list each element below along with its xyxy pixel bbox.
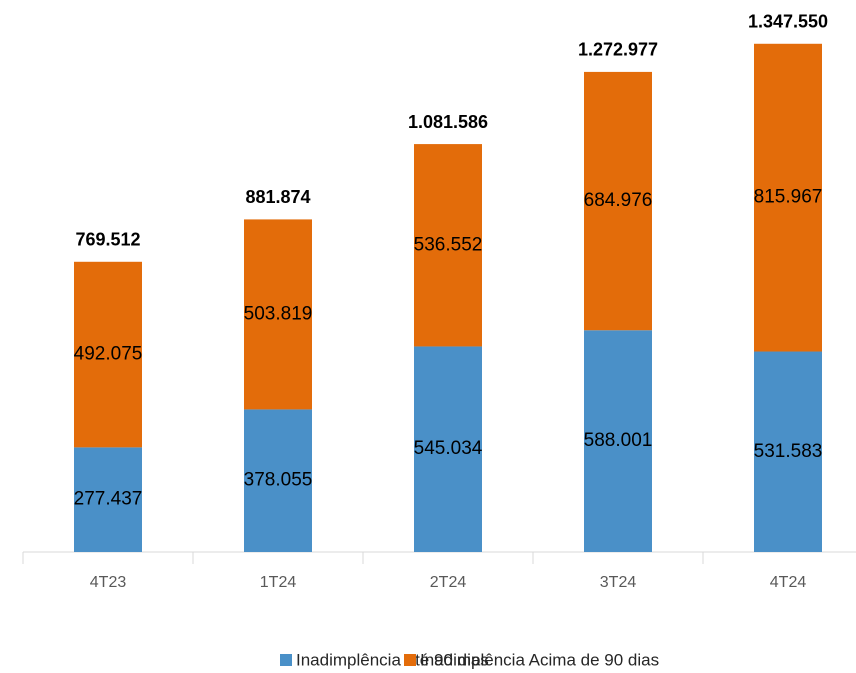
total-label: 1.272.977 [578, 40, 658, 60]
legend-label: Inadimplência Acima de 90 dias [420, 650, 659, 669]
total-label: 769.512 [75, 230, 140, 250]
bar-segment [74, 261, 142, 448]
legend-swatch [404, 654, 416, 666]
x-tick-label: 2T24 [430, 574, 467, 591]
value-label: 277.437 [74, 489, 143, 510]
bar-segment [74, 447, 142, 552]
value-label: 684.976 [584, 190, 653, 211]
x-tick-label: 4T23 [90, 574, 127, 591]
legend-label: Inadimplência até 90 dias [296, 650, 489, 669]
bar-segment [244, 219, 312, 410]
value-label: 815.967 [754, 187, 823, 208]
value-label: 378.055 [244, 470, 313, 491]
bar-segment [414, 346, 482, 552]
total-label: 1.347.550 [748, 12, 828, 32]
bar-segment [414, 144, 482, 347]
x-tick-label: 3T24 [600, 574, 637, 591]
total-label: 881.874 [245, 187, 310, 207]
value-label: 531.583 [754, 441, 823, 462]
value-label: 588.001 [584, 430, 653, 451]
bar-segment [584, 330, 652, 552]
value-label: 536.552 [414, 234, 483, 255]
value-label: 503.819 [244, 303, 313, 324]
bar-segment [754, 351, 822, 552]
total-label: 1.081.586 [408, 112, 488, 132]
value-label: 492.075 [74, 344, 143, 365]
bar-segment [754, 43, 822, 352]
legend-swatch [280, 654, 292, 666]
bar-segment [244, 409, 312, 552]
x-tick-label: 1T24 [260, 574, 297, 591]
bar-segment [584, 71, 652, 331]
value-label: 545.034 [414, 438, 483, 459]
x-tick-label: 4T24 [770, 574, 807, 591]
